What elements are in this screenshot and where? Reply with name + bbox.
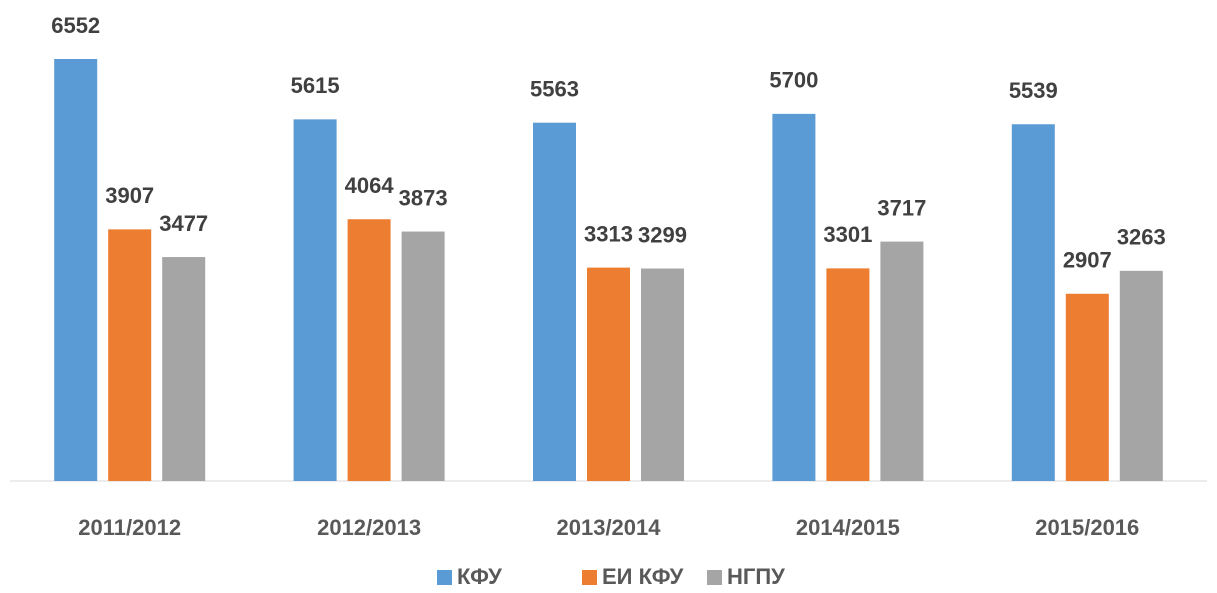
data-label: 5700 (769, 68, 818, 93)
data-label: 5615 (291, 73, 340, 98)
data-label: 3313 (584, 221, 633, 246)
data-label: 6552 (51, 13, 100, 38)
legend-label: ЕИ КФУ (602, 564, 684, 589)
data-label: 5563 (530, 77, 579, 102)
bar (772, 113, 816, 481)
bar (1065, 293, 1109, 481)
x-tick-label: 2014/2015 (796, 515, 900, 540)
bar (641, 268, 684, 481)
bar (1011, 124, 1055, 481)
data-label: 3717 (877, 195, 926, 220)
x-tick-label: 2011/2012 (78, 515, 181, 540)
data-label: 4064 (345, 173, 395, 198)
bar (1119, 270, 1163, 481)
data-label: 5539 (1009, 78, 1058, 103)
bar (54, 59, 98, 481)
x-tick-label: 2013/2014 (557, 515, 662, 540)
bar (108, 229, 152, 481)
data-label: 3263 (1117, 225, 1166, 250)
legend-label: КФУ (457, 564, 502, 589)
legend-label: НГПУ (727, 564, 785, 589)
legend-swatch (707, 570, 722, 585)
bar (533, 122, 576, 481)
legend-swatch (582, 570, 597, 585)
data-label: 3907 (105, 183, 154, 208)
x-tick-label: 2015/2016 (1035, 515, 1139, 540)
data-label: 3477 (159, 211, 208, 236)
bar (587, 267, 630, 481)
bar (293, 119, 337, 481)
legend-swatch (437, 570, 452, 585)
data-label: 3873 (399, 185, 448, 210)
data-label: 3299 (638, 222, 687, 247)
bar (401, 231, 445, 481)
bar (880, 241, 924, 481)
bar (347, 219, 391, 481)
bar (826, 268, 870, 481)
data-label: 2907 (1063, 248, 1112, 273)
x-tick-label: 2012/2013 (317, 515, 421, 540)
data-label: 3301 (823, 222, 872, 247)
bar (162, 257, 206, 481)
